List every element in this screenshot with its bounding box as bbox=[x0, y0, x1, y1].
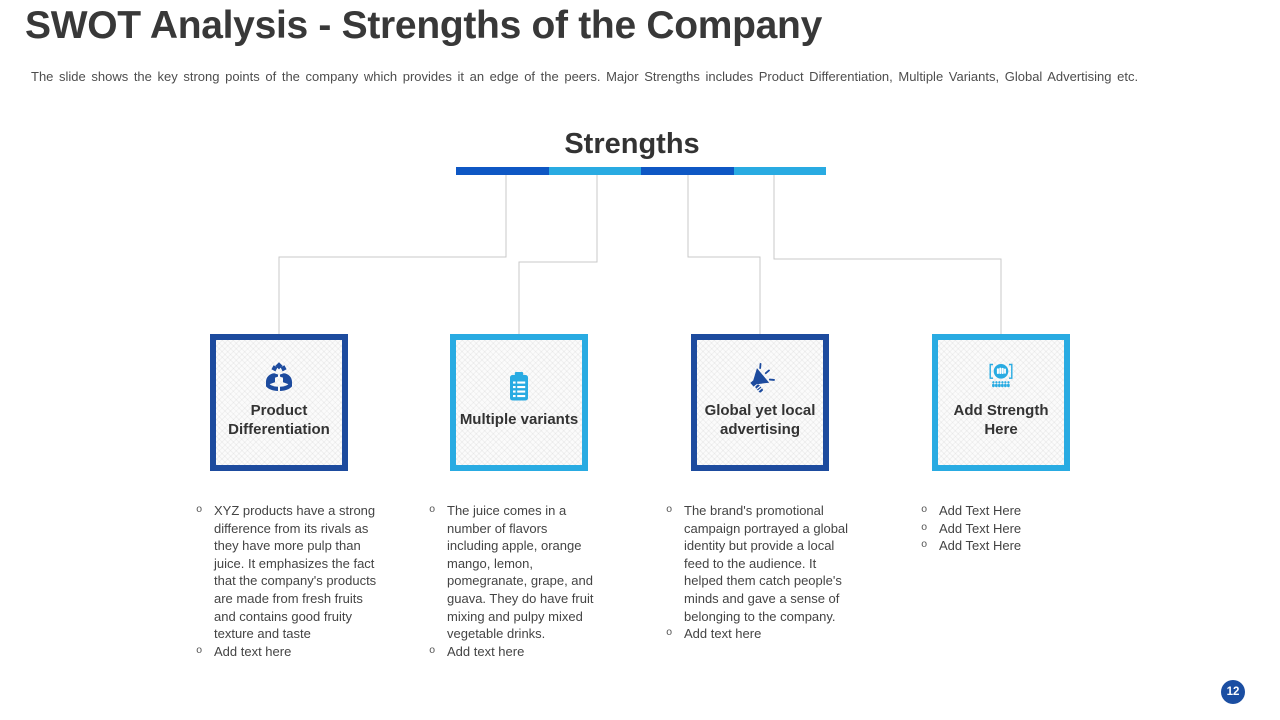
list-item: o Add text here bbox=[429, 643, 598, 661]
bullet-marker: o bbox=[429, 504, 436, 516]
list-item: o The juice comes in a number of flavors… bbox=[429, 502, 598, 643]
page-title: SWOT Analysis - Strengths of the Company bbox=[25, 4, 822, 47]
bullet-marker: o bbox=[196, 504, 203, 516]
strength-node-multiple-variants: Multiple variants bbox=[450, 334, 588, 471]
list-item: o Add Text Here bbox=[921, 537, 1089, 555]
hands-holding-plant-icon bbox=[261, 358, 297, 398]
bullet-marker: o bbox=[666, 627, 673, 640]
bullet-text: Add Text Here bbox=[939, 503, 1022, 518]
node-label: Product Differentiation bbox=[228, 401, 330, 438]
list-item: o XYZ products have a strong difference … bbox=[196, 502, 384, 643]
bullet-marker: o bbox=[429, 644, 436, 657]
strength-node-product-differentiation: Product Differentiation bbox=[210, 334, 348, 471]
bullet-marker: o bbox=[666, 504, 673, 516]
bar-segment bbox=[733, 167, 826, 175]
bullet-marker: o bbox=[921, 521, 928, 534]
strength-node-add-strength: Add Strength Here bbox=[932, 334, 1070, 471]
node-label: Multiple variants bbox=[459, 411, 579, 429]
node-label: Global yet local advertising bbox=[704, 401, 816, 438]
node-label: Add Strength Here bbox=[953, 401, 1049, 438]
bullet-text: The juice comes in a number of flavors i… bbox=[447, 503, 594, 642]
bullet-text: XYZ products have a strong difference fr… bbox=[214, 503, 377, 642]
list-item: o The brand's promotional campaign portr… bbox=[666, 502, 853, 625]
fist-community-icon bbox=[983, 358, 1019, 398]
diagram-heading: Strengths bbox=[564, 128, 700, 160]
bullet-text: Add text here bbox=[214, 643, 292, 659]
list-item: o Add Text Here bbox=[921, 520, 1089, 538]
bullet-list-global-local-advertising: o The brand's promotional campaign portr… bbox=[666, 502, 853, 643]
page-number-badge: 12 bbox=[1221, 680, 1245, 704]
bullet-marker: o bbox=[921, 539, 928, 552]
bullet-text: Add text here bbox=[447, 643, 525, 659]
bullet-marker: o bbox=[196, 644, 203, 657]
bullet-list-product-differentiation: o XYZ products have a strong difference … bbox=[196, 502, 384, 660]
bullet-marker: o bbox=[921, 504, 928, 516]
strength-node-global-local-advertising: Global yet local advertising bbox=[691, 334, 829, 471]
strengths-accent-bar bbox=[456, 167, 826, 175]
bar-segment bbox=[641, 167, 734, 175]
bullet-text: Add Text Here bbox=[939, 538, 1022, 554]
bar-segment bbox=[548, 167, 641, 175]
list-item: o Add text here bbox=[666, 625, 853, 643]
bullet-text: Add Text Here bbox=[939, 520, 1022, 536]
bullet-text: Add text here bbox=[684, 626, 762, 642]
megaphone-icon bbox=[742, 358, 778, 398]
slide-subtitle: The slide shows the key strong points of… bbox=[31, 69, 1139, 84]
clipboard-checklist-icon bbox=[501, 367, 537, 407]
list-item: o Add Text Here bbox=[921, 502, 1089, 520]
bar-segment bbox=[456, 167, 549, 175]
bullet-text: The brand's promotional campaign portray… bbox=[684, 503, 849, 624]
bullet-list-add-strength: o Add Text Here o Add Text Here o Add Te… bbox=[921, 502, 1089, 555]
list-item: o Add text here bbox=[196, 643, 384, 661]
bullet-list-multiple-variants: o The juice comes in a number of flavors… bbox=[429, 502, 598, 660]
